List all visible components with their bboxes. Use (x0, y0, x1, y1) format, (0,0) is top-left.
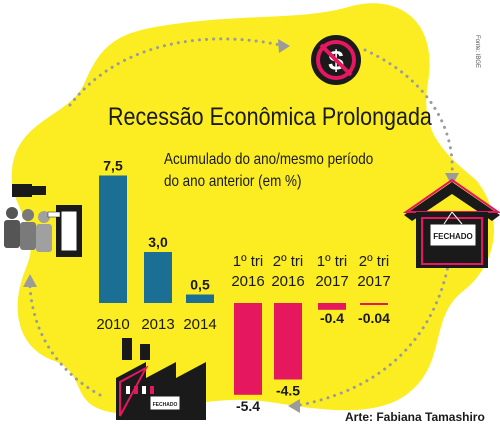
category-label-4-line-2: 2016 (231, 273, 264, 290)
person-2 (20, 209, 36, 250)
category-label-5-line-1: 2º tri (273, 253, 303, 270)
bar-3 (186, 294, 214, 303)
dollar-prohibited-icon: $ (311, 35, 361, 85)
category-label-5-line-2: 2016 (271, 273, 304, 290)
arrowhead-left (23, 274, 37, 287)
chart-subtitle-line-1: Acumulado do ano/mesmo período (164, 151, 374, 168)
value-label-7: -0.04 (358, 310, 390, 326)
category-label-7-line-2: 2017 (357, 273, 390, 290)
bar-2 (144, 252, 172, 303)
category-label-1: 2010 (96, 316, 129, 333)
house-sign-text: FECHADO (433, 232, 473, 241)
people-pointing-icon (4, 184, 82, 257)
value-label-3: 0,5 (190, 277, 210, 293)
value-label-6: -0.4 (320, 310, 344, 326)
art-credit: Arte: Fabiana Tamashiro (345, 410, 485, 424)
category-label-4-line-1: 1º tri (233, 253, 263, 270)
category-label-2: 2013 (141, 316, 174, 333)
arrowhead-bottom (288, 399, 300, 413)
arrowhead-top (278, 39, 290, 53)
category-label-3: 2014 (183, 316, 216, 333)
factory-sign-text: FECHADO (153, 402, 178, 408)
person-1 (4, 207, 20, 248)
chart-subtitle: Acumulado do ano/mesmo período do ano an… (164, 149, 373, 193)
cycle-arc-top (68, 37, 282, 107)
source-note: Fonte: IBGE (474, 35, 480, 69)
bar-chart: 7,5 2010 3,0 2013 0,5 2014 -5.4 1º tri 2016 -4.5 2… (96, 158, 390, 414)
bar-5 (274, 303, 302, 380)
value-label-2: 3,0 (148, 234, 168, 250)
value-label-5: -4.5 (276, 383, 300, 399)
cycle-arrows (28, 37, 454, 407)
bar-4 (234, 303, 262, 395)
chart-title: Recessão Econômica Prolongada (108, 103, 432, 131)
closed-factory-icon (116, 338, 206, 420)
bar-6 (318, 303, 346, 310)
cycle-arc-right-bottom (298, 253, 452, 407)
bar-7 (360, 303, 388, 305)
person-3 (36, 211, 52, 252)
value-label-4: -5.4 (236, 398, 260, 414)
bar-1 (99, 175, 127, 303)
closed-house-icon (402, 178, 500, 268)
category-label-7-line-1: 2º tri (359, 253, 389, 270)
background-blob (11, 3, 495, 414)
value-label-1: 7,5 (103, 158, 123, 174)
chart-subtitle-line-2: do ano anterior (em %) (164, 173, 302, 190)
category-label-6-line-2: 2017 (315, 273, 348, 290)
category-label-6-line-1: 1º tri (317, 253, 347, 270)
cycle-arc-left-bottom (28, 283, 102, 397)
